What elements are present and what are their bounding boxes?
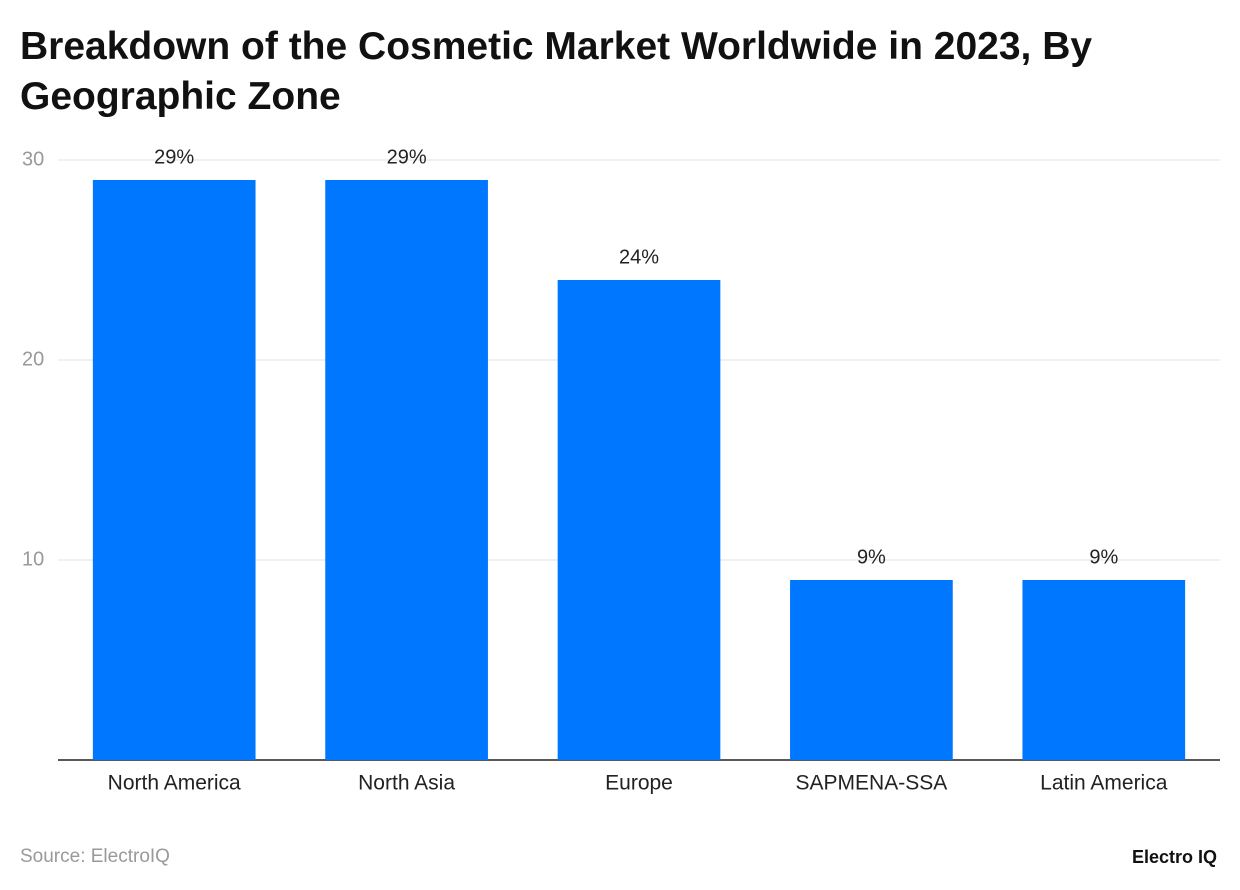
bar [557, 280, 721, 760]
x-tick-label: Latin America [1040, 772, 1168, 795]
value-label: 24% [619, 246, 659, 268]
x-tick-label: North America [108, 772, 241, 795]
y-tick-label: 20 [22, 348, 44, 370]
y-tick-label: 10 [22, 548, 44, 570]
bar [1022, 580, 1186, 760]
value-label: 29% [154, 146, 194, 168]
value-label: 9% [1089, 546, 1118, 568]
bar [92, 180, 256, 760]
source: Source: ElectroIQ [20, 846, 170, 867]
chart-title: Breakdown of the Cosmetic Market Worldwi… [20, 25, 1093, 118]
x-tick-label: SAPMENA-SSA [796, 772, 948, 795]
value-label: 29% [387, 146, 427, 168]
x-tick-label: North Asia [358, 772, 455, 795]
brand: Electro IQ [1132, 847, 1217, 867]
x-tick-label: Europe [605, 772, 673, 795]
value-label: 9% [857, 546, 886, 568]
bar [325, 180, 488, 760]
y-tick-label: 30 [22, 148, 44, 170]
bar [790, 580, 953, 760]
